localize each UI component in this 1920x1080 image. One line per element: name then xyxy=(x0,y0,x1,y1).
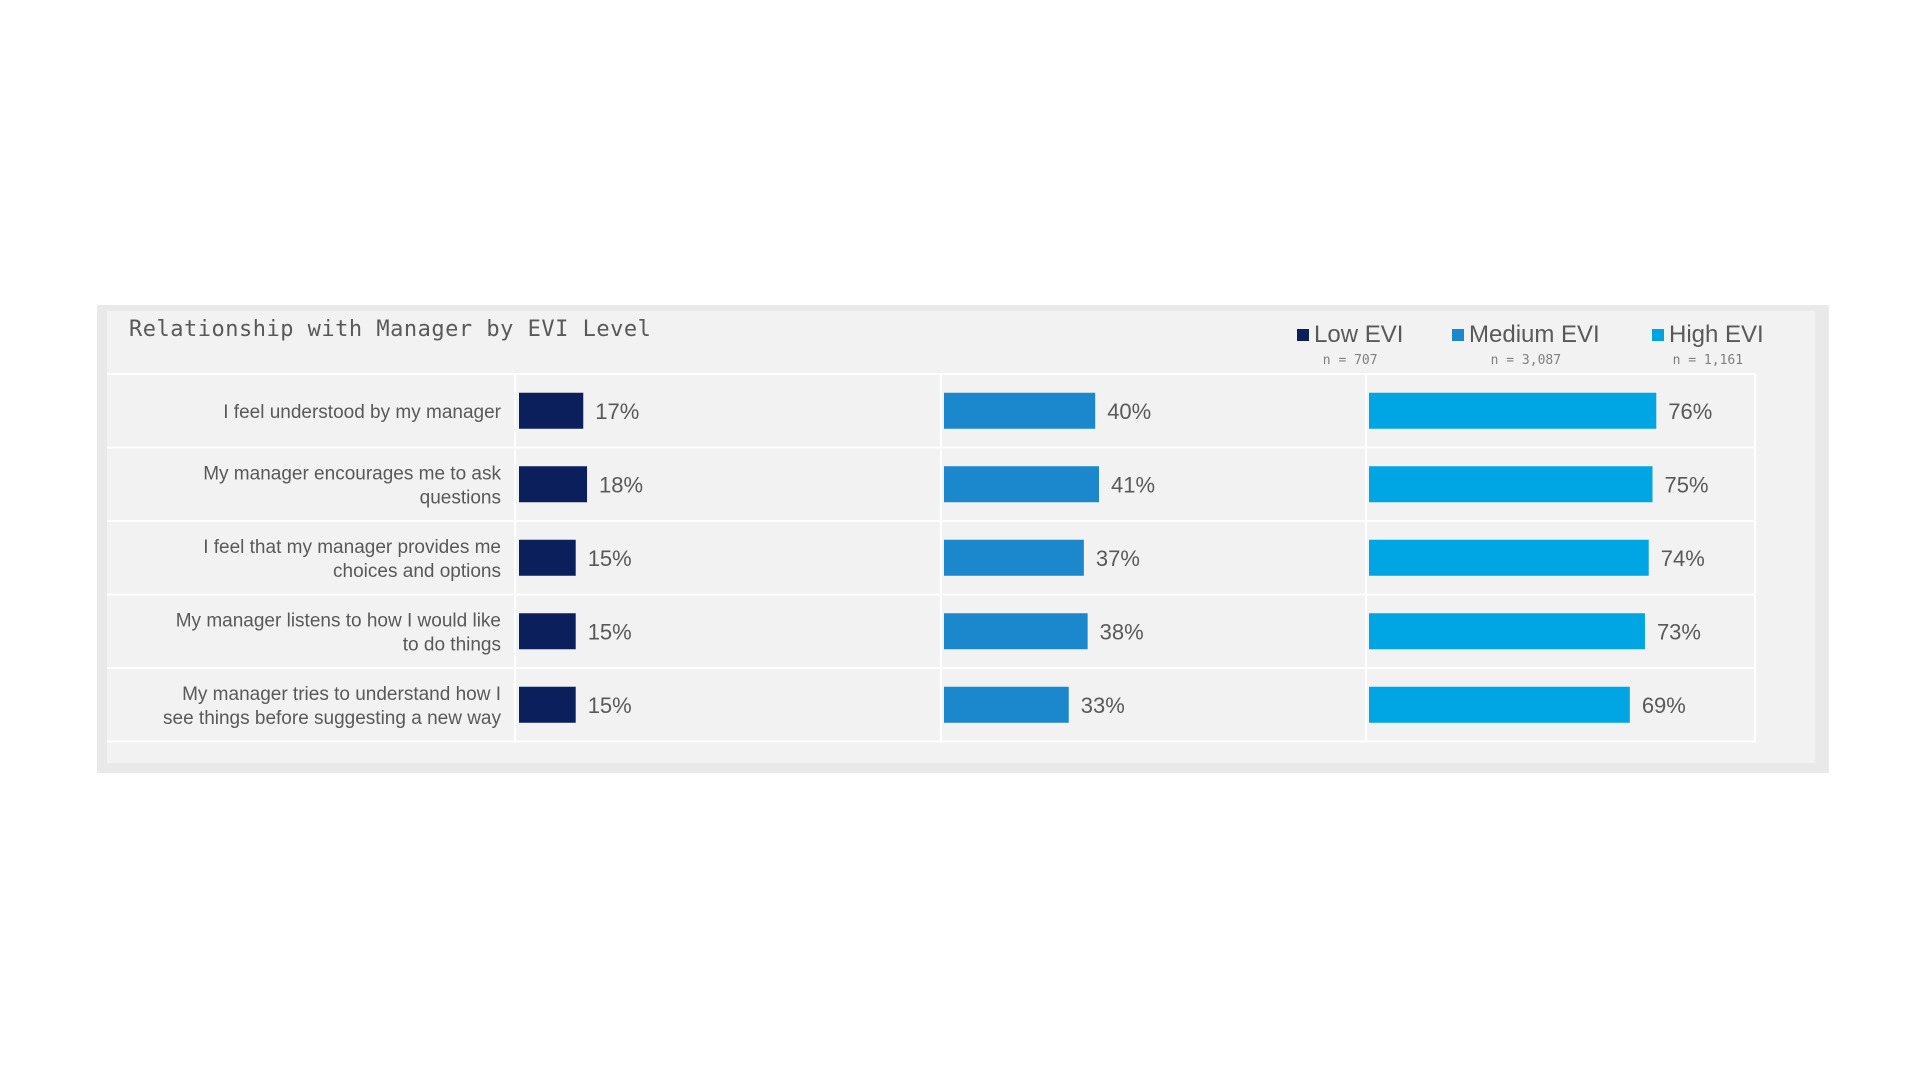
legend-swatch-low-evi xyxy=(1297,329,1309,341)
bar-medium-evi xyxy=(944,466,1099,503)
bar-low-evi xyxy=(519,686,576,723)
legend-label-high-evi: High EVI xyxy=(1669,321,1764,348)
category-label: I feel understood by my manager xyxy=(223,402,501,423)
legend-swatch-medium-evi xyxy=(1452,329,1464,341)
legend-item-high-evi: High EVI n = 1,161 xyxy=(1652,321,1764,368)
legend-n-low-evi: n = 707 xyxy=(1322,353,1378,368)
category-label: My manager encourages me to ask questions xyxy=(203,463,501,508)
legend-swatch-high-evi xyxy=(1652,329,1664,341)
bar-medium-evi xyxy=(944,539,1084,576)
bar-low-evi xyxy=(519,466,588,503)
data-label-low-evi: 17% xyxy=(595,399,639,424)
chart-panel: Relationship with Manager by EVI Level L… xyxy=(107,311,1815,763)
category-label: My manager listens to how I would like to… xyxy=(176,610,501,655)
row-separator xyxy=(107,593,1755,596)
row-separator xyxy=(107,740,1755,743)
legend-n-medium-evi: n = 3,087 xyxy=(1490,353,1562,368)
legend-label-medium-evi: Medium EVI xyxy=(1469,321,1600,348)
data-label-high-evi: 76% xyxy=(1668,399,1712,424)
data-label-low-evi: 15% xyxy=(588,619,632,644)
bar-high-evi xyxy=(1369,613,1645,650)
legend-n-high-evi: n = 1,161 xyxy=(1672,353,1744,368)
legend-label-low-evi: Low EVI xyxy=(1314,321,1404,348)
bar-medium-evi xyxy=(944,392,1096,429)
row-separator xyxy=(107,667,1755,669)
chart-frame: Relationship with Manager by EVI Level L… xyxy=(97,305,1829,773)
data-label-high-evi: 69% xyxy=(1642,693,1686,718)
category-label: I feel that my manager provides me choice… xyxy=(203,537,501,582)
chart-legend: Low EVI n = 707 Medium EVI n = 3,087 Hig… xyxy=(1297,321,1787,371)
data-label-high-evi: 75% xyxy=(1665,472,1709,497)
chart-plot-area: I feel understood by my manager My manage… xyxy=(107,373,1756,743)
data-label-low-evi: 18% xyxy=(599,472,643,497)
row-separator xyxy=(107,446,1755,449)
data-label-medium-evi: 37% xyxy=(1096,546,1140,571)
bar-low-evi xyxy=(519,539,576,576)
data-label-low-evi: 15% xyxy=(588,693,632,718)
bar-high-evi xyxy=(1369,392,1657,429)
bar-medium-evi xyxy=(944,613,1088,650)
data-label-medium-evi: 33% xyxy=(1081,693,1125,718)
row-separator xyxy=(107,373,1755,375)
bar-high-evi xyxy=(1369,686,1630,723)
bar-high-evi xyxy=(1369,466,1653,503)
bar-low-evi xyxy=(519,613,576,650)
row-separator xyxy=(107,520,1755,522)
bar-medium-evi xyxy=(944,686,1069,723)
data-label-medium-evi: 40% xyxy=(1107,399,1151,424)
chart-title: Relationship with Manager by EVI Level xyxy=(129,317,652,342)
data-label-high-evi: 73% xyxy=(1657,619,1701,644)
bar-high-evi xyxy=(1369,539,1649,576)
legend-item-low-evi: Low EVI n = 707 xyxy=(1297,321,1403,368)
data-label-medium-evi: 38% xyxy=(1100,619,1144,644)
data-label-high-evi: 74% xyxy=(1661,546,1705,571)
data-label-medium-evi: 41% xyxy=(1111,472,1155,497)
data-label-low-evi: 15% xyxy=(588,546,632,571)
bar-low-evi xyxy=(519,392,584,429)
legend-item-medium-evi: Medium EVI n = 3,087 xyxy=(1452,321,1600,368)
